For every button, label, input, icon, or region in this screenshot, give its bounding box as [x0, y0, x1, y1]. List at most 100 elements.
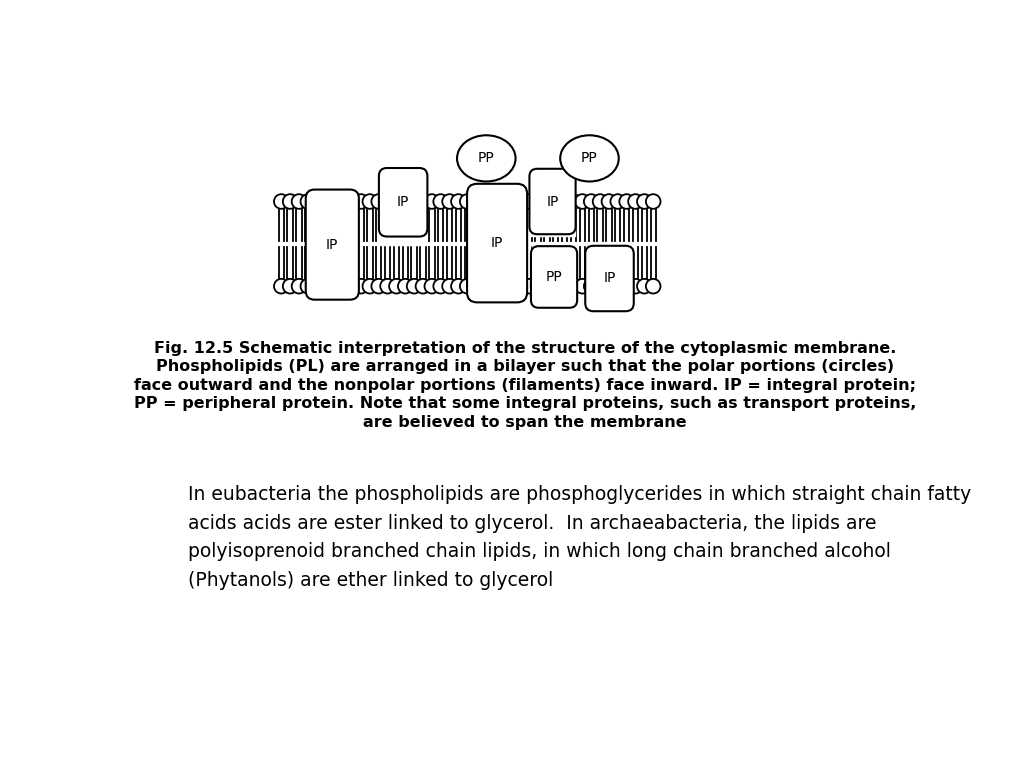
Text: PP = peripheral protein. Note that some integral proteins, such as transport pro: PP = peripheral protein. Note that some …	[133, 396, 916, 412]
Circle shape	[513, 279, 527, 293]
Bar	[380, 190, 426, 245]
Text: face outward and the nonpolar portions (filaments) face inward. IP = integral pr: face outward and the nonpolar portions (…	[134, 378, 915, 392]
Circle shape	[549, 279, 563, 293]
Circle shape	[425, 279, 439, 293]
Circle shape	[345, 279, 359, 293]
Circle shape	[522, 279, 537, 293]
Circle shape	[433, 279, 447, 293]
Circle shape	[628, 279, 643, 293]
Circle shape	[372, 279, 386, 293]
FancyBboxPatch shape	[531, 247, 578, 308]
Circle shape	[442, 279, 457, 293]
Circle shape	[584, 279, 598, 293]
Text: Phospholipids (PL) are arranged in a bilayer such that the polar portions (circl: Phospholipids (PL) are arranged in a bil…	[156, 359, 894, 374]
Circle shape	[292, 194, 306, 209]
Bar	[307, 190, 357, 297]
Circle shape	[353, 194, 369, 209]
Circle shape	[416, 279, 430, 293]
Text: are believed to span the membrane: are believed to span the membrane	[362, 415, 687, 430]
Circle shape	[610, 194, 625, 209]
Circle shape	[460, 279, 474, 293]
Circle shape	[566, 279, 581, 293]
Circle shape	[469, 279, 483, 293]
Circle shape	[283, 194, 297, 209]
Circle shape	[557, 279, 572, 293]
Circle shape	[362, 279, 377, 293]
Circle shape	[292, 279, 306, 293]
Text: IP: IP	[490, 236, 503, 250]
Circle shape	[593, 194, 607, 209]
FancyBboxPatch shape	[529, 169, 575, 234]
Circle shape	[530, 194, 546, 209]
Text: IP: IP	[397, 195, 410, 209]
Circle shape	[575, 279, 590, 293]
FancyBboxPatch shape	[467, 184, 527, 303]
Circle shape	[425, 194, 439, 209]
Circle shape	[309, 194, 324, 209]
Text: PP: PP	[546, 270, 562, 284]
Text: IP: IP	[603, 272, 615, 286]
Circle shape	[407, 279, 422, 293]
FancyBboxPatch shape	[306, 190, 358, 300]
Circle shape	[283, 279, 297, 293]
Text: IP: IP	[326, 237, 339, 252]
Circle shape	[620, 194, 634, 209]
Circle shape	[637, 194, 651, 209]
Ellipse shape	[560, 135, 618, 181]
Circle shape	[452, 279, 466, 293]
Circle shape	[345, 194, 359, 209]
Circle shape	[646, 194, 660, 209]
Circle shape	[637, 279, 651, 293]
Circle shape	[477, 194, 493, 209]
Circle shape	[318, 194, 333, 209]
Circle shape	[557, 194, 572, 209]
Text: PP: PP	[581, 151, 598, 165]
Circle shape	[416, 194, 430, 209]
Circle shape	[380, 279, 395, 293]
Circle shape	[336, 279, 350, 293]
Text: PP: PP	[478, 151, 495, 165]
Circle shape	[469, 194, 483, 209]
Circle shape	[549, 194, 563, 209]
Circle shape	[407, 194, 422, 209]
Circle shape	[610, 279, 625, 293]
Circle shape	[540, 194, 554, 209]
Circle shape	[274, 194, 289, 209]
Bar	[470, 190, 524, 297]
Circle shape	[353, 279, 369, 293]
Circle shape	[300, 279, 315, 293]
Circle shape	[584, 194, 598, 209]
Circle shape	[372, 194, 386, 209]
FancyBboxPatch shape	[586, 246, 634, 311]
Circle shape	[530, 279, 546, 293]
Circle shape	[380, 194, 395, 209]
Circle shape	[496, 194, 510, 209]
Circle shape	[602, 194, 616, 209]
Text: In eubacteria the phospholipids are phosphoglycerides in which straight chain fa: In eubacteria the phospholipids are phos…	[188, 485, 972, 590]
Circle shape	[460, 194, 474, 209]
Circle shape	[327, 194, 342, 209]
Circle shape	[602, 279, 616, 293]
FancyBboxPatch shape	[379, 168, 427, 237]
Circle shape	[646, 279, 660, 293]
Circle shape	[486, 194, 501, 209]
Circle shape	[318, 279, 333, 293]
Circle shape	[398, 279, 413, 293]
Circle shape	[452, 194, 466, 209]
Circle shape	[566, 194, 581, 209]
Circle shape	[336, 194, 350, 209]
Circle shape	[522, 194, 537, 209]
Circle shape	[540, 279, 554, 293]
Circle shape	[504, 194, 519, 209]
Circle shape	[628, 194, 643, 209]
Circle shape	[486, 279, 501, 293]
Circle shape	[620, 279, 634, 293]
Bar	[531, 245, 577, 297]
Circle shape	[442, 194, 457, 209]
Circle shape	[362, 194, 377, 209]
Circle shape	[575, 194, 590, 209]
Circle shape	[398, 194, 413, 209]
Circle shape	[327, 279, 342, 293]
Circle shape	[593, 279, 607, 293]
Circle shape	[496, 279, 510, 293]
